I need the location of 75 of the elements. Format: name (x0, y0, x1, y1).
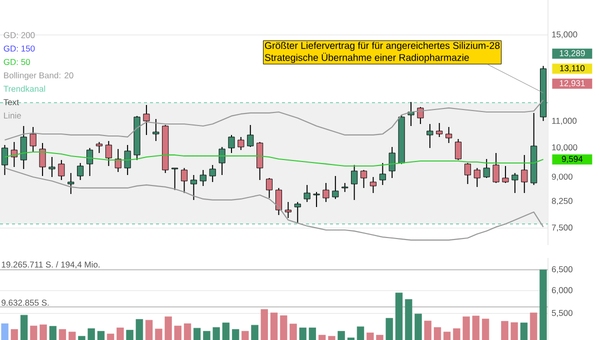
candlestick (10, 141, 18, 168)
candlestick (68, 172, 74, 194)
candlestick (426, 124, 434, 148)
ref-line-label: Trendkanal (4, 86, 46, 92)
candlestick (238, 136, 244, 150)
candlestick (143, 104, 150, 136)
candlestick (172, 168, 178, 190)
candlestick (322, 182, 330, 202)
candlestick (247, 124, 254, 148)
ref-line-label: 9.632.855 S. (2, 300, 49, 306)
y-tick-label: 6,000 (552, 287, 572, 294)
y-tick-label: 7,500 (552, 224, 572, 232)
candlestick (483, 158, 490, 178)
candlestick (96, 141, 102, 154)
candlestick (521, 154, 528, 194)
candlestick (114, 148, 122, 172)
candlestick (464, 162, 471, 184)
text: 9,594 (562, 156, 583, 163)
candlestick (20, 126, 27, 170)
y-tick-label: 10,000 (552, 144, 578, 152)
candlestick (284, 201, 292, 219)
candlestick (304, 184, 310, 202)
y-tick-label: 6,500 (552, 266, 572, 274)
candlestick (360, 169, 368, 188)
candlestick (408, 101, 414, 127)
candlestick (417, 106, 424, 125)
candlestick (275, 187, 282, 216)
ref-line-label: 19.265.711 S. / 194,4 Mio. (2, 261, 100, 269)
text: 13,289 (560, 50, 585, 58)
text: Bollinger Band: 20 (4, 72, 74, 80)
annotation: Text (4, 99, 19, 106)
y-tick-label: 5,500 (552, 310, 572, 317)
candlestick (48, 156, 56, 178)
candlestick (512, 172, 518, 194)
candlestick (474, 168, 480, 188)
y-tick-label: 9,000 (552, 174, 572, 181)
candlestick (86, 147, 94, 176)
y-tick-label: 11,000 (552, 118, 577, 125)
candlestick (332, 175, 339, 200)
candlestick (266, 178, 273, 198)
candlestick (446, 126, 452, 144)
text: GD: 50 (4, 58, 30, 65)
candlestick (58, 160, 65, 181)
candlestick (190, 174, 197, 200)
candlestick (218, 146, 226, 176)
candlestick (436, 122, 443, 138)
text: 12,931 (560, 80, 585, 88)
candlestick (105, 140, 112, 167)
candlestick (502, 166, 509, 184)
y-tick-label: 8,250 (552, 198, 572, 205)
candlestick (1, 144, 8, 176)
annotation: GD: 200 (4, 32, 35, 38)
candlestick (492, 152, 500, 184)
candlestick (313, 191, 320, 208)
y-tick-label: 15,000 (552, 31, 578, 38)
candlestick (454, 138, 462, 160)
candlestick (39, 142, 46, 176)
candlestick (209, 164, 216, 183)
candlestick (228, 134, 235, 154)
candlestick (200, 169, 206, 186)
candlestick (388, 146, 396, 178)
annotation: Strategische Übernahme einer Radiopharmazie (264, 52, 469, 63)
annotation: Linie (4, 112, 21, 119)
text: 13,110 (560, 65, 585, 72)
annotation: GD: 150 (4, 46, 35, 52)
candlestick (379, 162, 386, 186)
candlestick (180, 168, 188, 194)
candlestick (77, 162, 84, 181)
candlestick (152, 118, 160, 142)
annotation: Größter Liefervertrag für für angereichertes Silizium-28 (264, 42, 500, 51)
candlestick (30, 126, 36, 152)
candlestick (294, 201, 301, 224)
candlestick (124, 144, 131, 176)
candlestick (351, 164, 358, 200)
candlestick (370, 176, 376, 194)
